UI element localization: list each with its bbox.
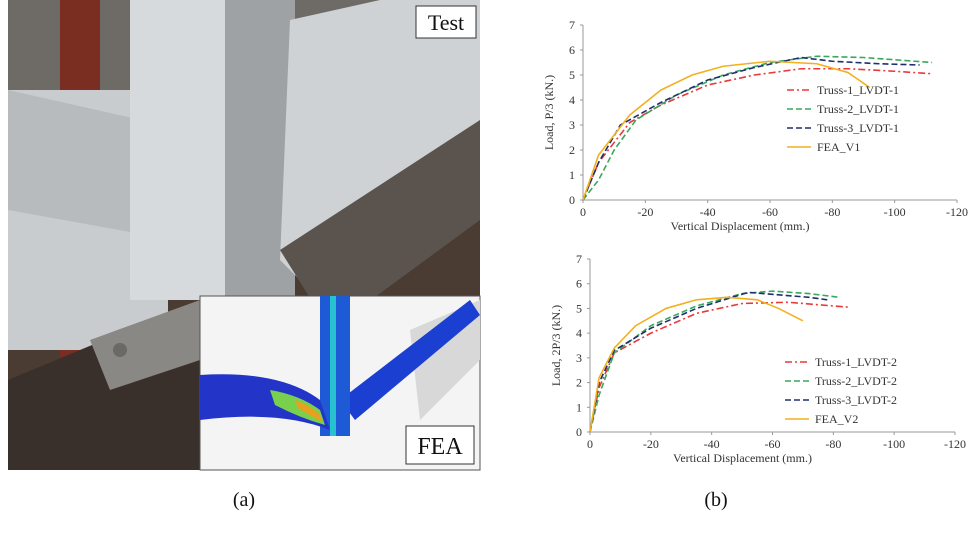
caption: (a) bbox=[233, 489, 255, 511]
chart: 0 1 2 3 4 5 6 7 0 -20 -40 -60 -80 -100 -120 Vertical Di… bbox=[549, 252, 966, 465]
photo-label: Test bbox=[428, 10, 464, 35]
legend-label: Truss-2_LVDT-2 bbox=[815, 374, 897, 388]
series-line bbox=[589, 291, 828, 433]
x-axis-label: Vertical Displacement (mm.) bbox=[671, 219, 810, 233]
legend-label: Truss-1_LVDT-1 bbox=[817, 83, 899, 97]
x-tick-label: -20 bbox=[637, 205, 653, 219]
y-tick-label: 1 bbox=[569, 168, 575, 182]
legend-label: FEA_V2 bbox=[815, 412, 858, 426]
y-tick-label: 1 bbox=[576, 400, 582, 414]
y-tick-label: 4 bbox=[569, 93, 575, 107]
y-tick-label: 3 bbox=[569, 118, 575, 132]
series-line bbox=[589, 296, 804, 433]
series-line bbox=[589, 290, 840, 433]
x-tick-label: -40 bbox=[700, 205, 716, 219]
x-tick-label: -80 bbox=[825, 437, 841, 451]
y-axis-label: Load, 2P/3 (kN.) bbox=[549, 305, 563, 386]
x-tick-label: -120 bbox=[944, 437, 966, 451]
legend-label: Truss-3_LVDT-2 bbox=[815, 393, 897, 407]
series-line bbox=[582, 56, 920, 201]
legend-label: Truss-1_LVDT-2 bbox=[815, 355, 897, 369]
y-axis-label: Load, P/3 (kN.) bbox=[542, 75, 556, 150]
fea-inset: FEA bbox=[199, 295, 481, 471]
y-tick-label: 6 bbox=[569, 43, 575, 57]
x-tick-label: 0 bbox=[587, 437, 593, 451]
legend-label: FEA_V1 bbox=[817, 140, 860, 154]
photo-label: FEA bbox=[417, 434, 463, 460]
x-tick-label: -40 bbox=[704, 437, 720, 451]
caption: (b) bbox=[704, 489, 727, 511]
x-tick-label: -100 bbox=[884, 205, 906, 219]
y-tick-label: 2 bbox=[576, 376, 582, 390]
series-line bbox=[582, 60, 871, 201]
y-tick-label: 5 bbox=[576, 301, 582, 315]
series-line bbox=[582, 67, 933, 201]
x-tick-label: -120 bbox=[946, 205, 968, 219]
legend-label: Truss-2_LVDT-1 bbox=[817, 102, 899, 116]
x-tick-label: -100 bbox=[883, 437, 905, 451]
x-tick-label: -80 bbox=[824, 205, 840, 219]
y-tick-label: 0 bbox=[576, 425, 582, 439]
x-axis-label: Vertical Displacement (mm.) bbox=[673, 451, 812, 465]
y-tick-label: 6 bbox=[576, 277, 582, 291]
y-tick-label: 7 bbox=[569, 18, 575, 32]
y-tick-label: 3 bbox=[576, 351, 582, 365]
x-tick-label: -60 bbox=[765, 437, 781, 451]
series-line bbox=[589, 301, 849, 433]
y-tick-label: 7 bbox=[576, 252, 582, 266]
test-photo: Test bbox=[8, 0, 480, 470]
y-tick-label: 2 bbox=[569, 143, 575, 157]
y-tick-label: 4 bbox=[576, 326, 582, 340]
legend-label: Truss-3_LVDT-1 bbox=[817, 121, 899, 135]
chart: 0 1 2 3 4 5 6 7 0 -20 -40 -60 -80 -100 -120 Vertical Di… bbox=[542, 18, 968, 233]
x-tick-label: -60 bbox=[762, 205, 778, 219]
x-tick-label: 0 bbox=[580, 205, 586, 219]
x-tick-label: -20 bbox=[643, 437, 659, 451]
y-tick-label: 5 bbox=[569, 68, 575, 82]
y-tick-label: 0 bbox=[569, 193, 575, 207]
